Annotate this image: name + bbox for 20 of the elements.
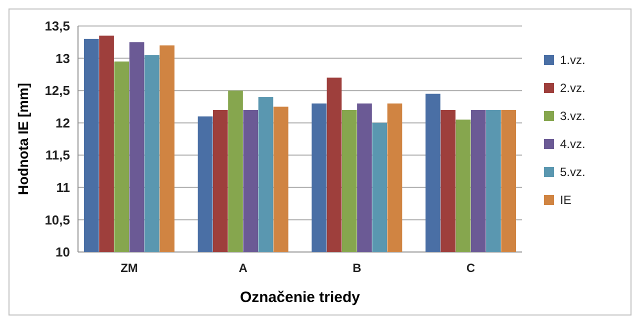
y-tick-label: 12 [56, 115, 70, 130]
y-tick-label: 12,5 [44, 83, 70, 98]
x-tick-label: ZM [120, 261, 138, 275]
y-axis-title: Hodnota IE [mm] [15, 83, 31, 195]
legend-label: 5.vz. [560, 165, 586, 180]
legend-label: 3.vz. [560, 109, 586, 124]
x-tick-label: B [352, 261, 362, 275]
x-tick-label: C [466, 261, 476, 275]
legend-label: 2.vz. [560, 81, 586, 96]
x-tick-label: A [238, 261, 248, 275]
y-tick-label: 10,5 [44, 212, 70, 228]
legend-label: 1.vz. [560, 53, 586, 68]
y-tick-label: 13,5 [44, 18, 70, 34]
x-axis-title: Označenie triedy [240, 289, 361, 306]
y-tick-label: 11,5 [45, 148, 70, 163]
y-tick-label: 10 [56, 244, 70, 260]
y-tick-label: 11 [56, 180, 70, 195]
legend-label: 4.vz. [560, 137, 586, 152]
legend-label: IE [560, 193, 572, 208]
y-tick-label: 13 [56, 50, 70, 66]
